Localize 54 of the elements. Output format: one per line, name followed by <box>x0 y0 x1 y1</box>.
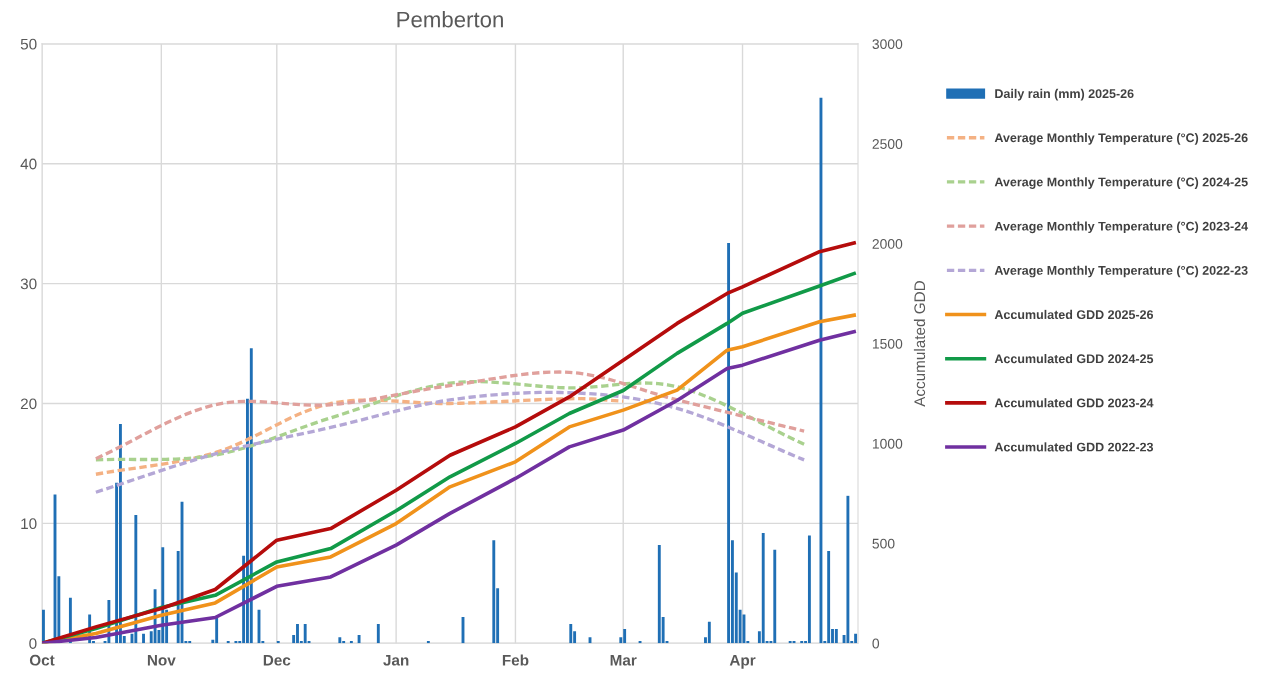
bar <box>338 637 342 644</box>
bar <box>303 624 307 644</box>
x-tick-label: Oct <box>29 654 55 666</box>
legend-label: Accumulated GDD 2024-25 <box>994 354 1154 364</box>
y2-tick-label: 3000 <box>872 39 903 50</box>
y2-tick-label: 2500 <box>872 139 903 149</box>
y-tick-label: 10 <box>21 518 37 530</box>
bar <box>657 544 661 644</box>
legend-label: Average Monthly Temperature (°C) 2023-24 <box>994 221 1249 234</box>
bar <box>118 423 122 644</box>
x-tick-label: Jan <box>383 654 409 666</box>
bar <box>707 621 711 644</box>
bar <box>492 540 496 644</box>
x-tick-label: Nov <box>147 654 176 666</box>
legend-label: Average Monthly Temperature (°C) 2025-26 <box>994 133 1248 145</box>
y-tick-label: 50 <box>20 38 37 50</box>
bar <box>827 550 831 644</box>
legend-label: Average Monthly Temperature (°C) 2024-25 <box>994 177 1248 189</box>
bar <box>142 633 145 644</box>
y2-tick-label: 0 <box>872 638 880 649</box>
y-tick-label: 40 <box>20 158 37 170</box>
y2-tick-label: 1000 <box>872 438 903 449</box>
legend-label: Accumulated GDD 2025-26 <box>994 309 1154 320</box>
bar <box>569 624 573 644</box>
y-tick-label: 30 <box>20 278 37 290</box>
bar <box>761 532 765 644</box>
bar <box>834 628 838 644</box>
legend-label: Accumulated GDD 2023-24 <box>994 398 1154 408</box>
bar <box>854 633 858 644</box>
y2-axis-title: Accumulated GDD <box>913 281 926 407</box>
x-tick-label: Feb <box>502 654 529 666</box>
y-tick-label: 0 <box>29 638 37 649</box>
bar <box>296 624 299 644</box>
bar <box>623 628 627 644</box>
bar <box>134 515 138 644</box>
x-tick-label: Dec <box>263 654 291 666</box>
legend-label: Daily rain (mm) 2025-26 <box>995 88 1134 101</box>
bar <box>357 634 361 644</box>
y2-tick-label: 2000 <box>872 239 903 249</box>
x-tick-label: Apr <box>729 654 756 669</box>
bar <box>727 242 731 644</box>
y2-tick-label: 500 <box>872 538 895 549</box>
bar <box>376 624 380 644</box>
legend-label: Average Monthly Temperature (°C) 2022-23 <box>994 265 1248 278</box>
bar <box>807 535 811 644</box>
chart-title: Pemberton <box>397 11 503 28</box>
bar <box>215 616 219 644</box>
y-tick-label: 20 <box>20 398 37 410</box>
legend-label: Accumulated GDD 2022-23 <box>994 442 1154 452</box>
bar <box>773 549 777 644</box>
y2-tick-label: 1500 <box>872 338 903 349</box>
bar <box>249 348 253 644</box>
bar <box>846 495 850 644</box>
x-tick-label: Mar <box>610 654 637 666</box>
